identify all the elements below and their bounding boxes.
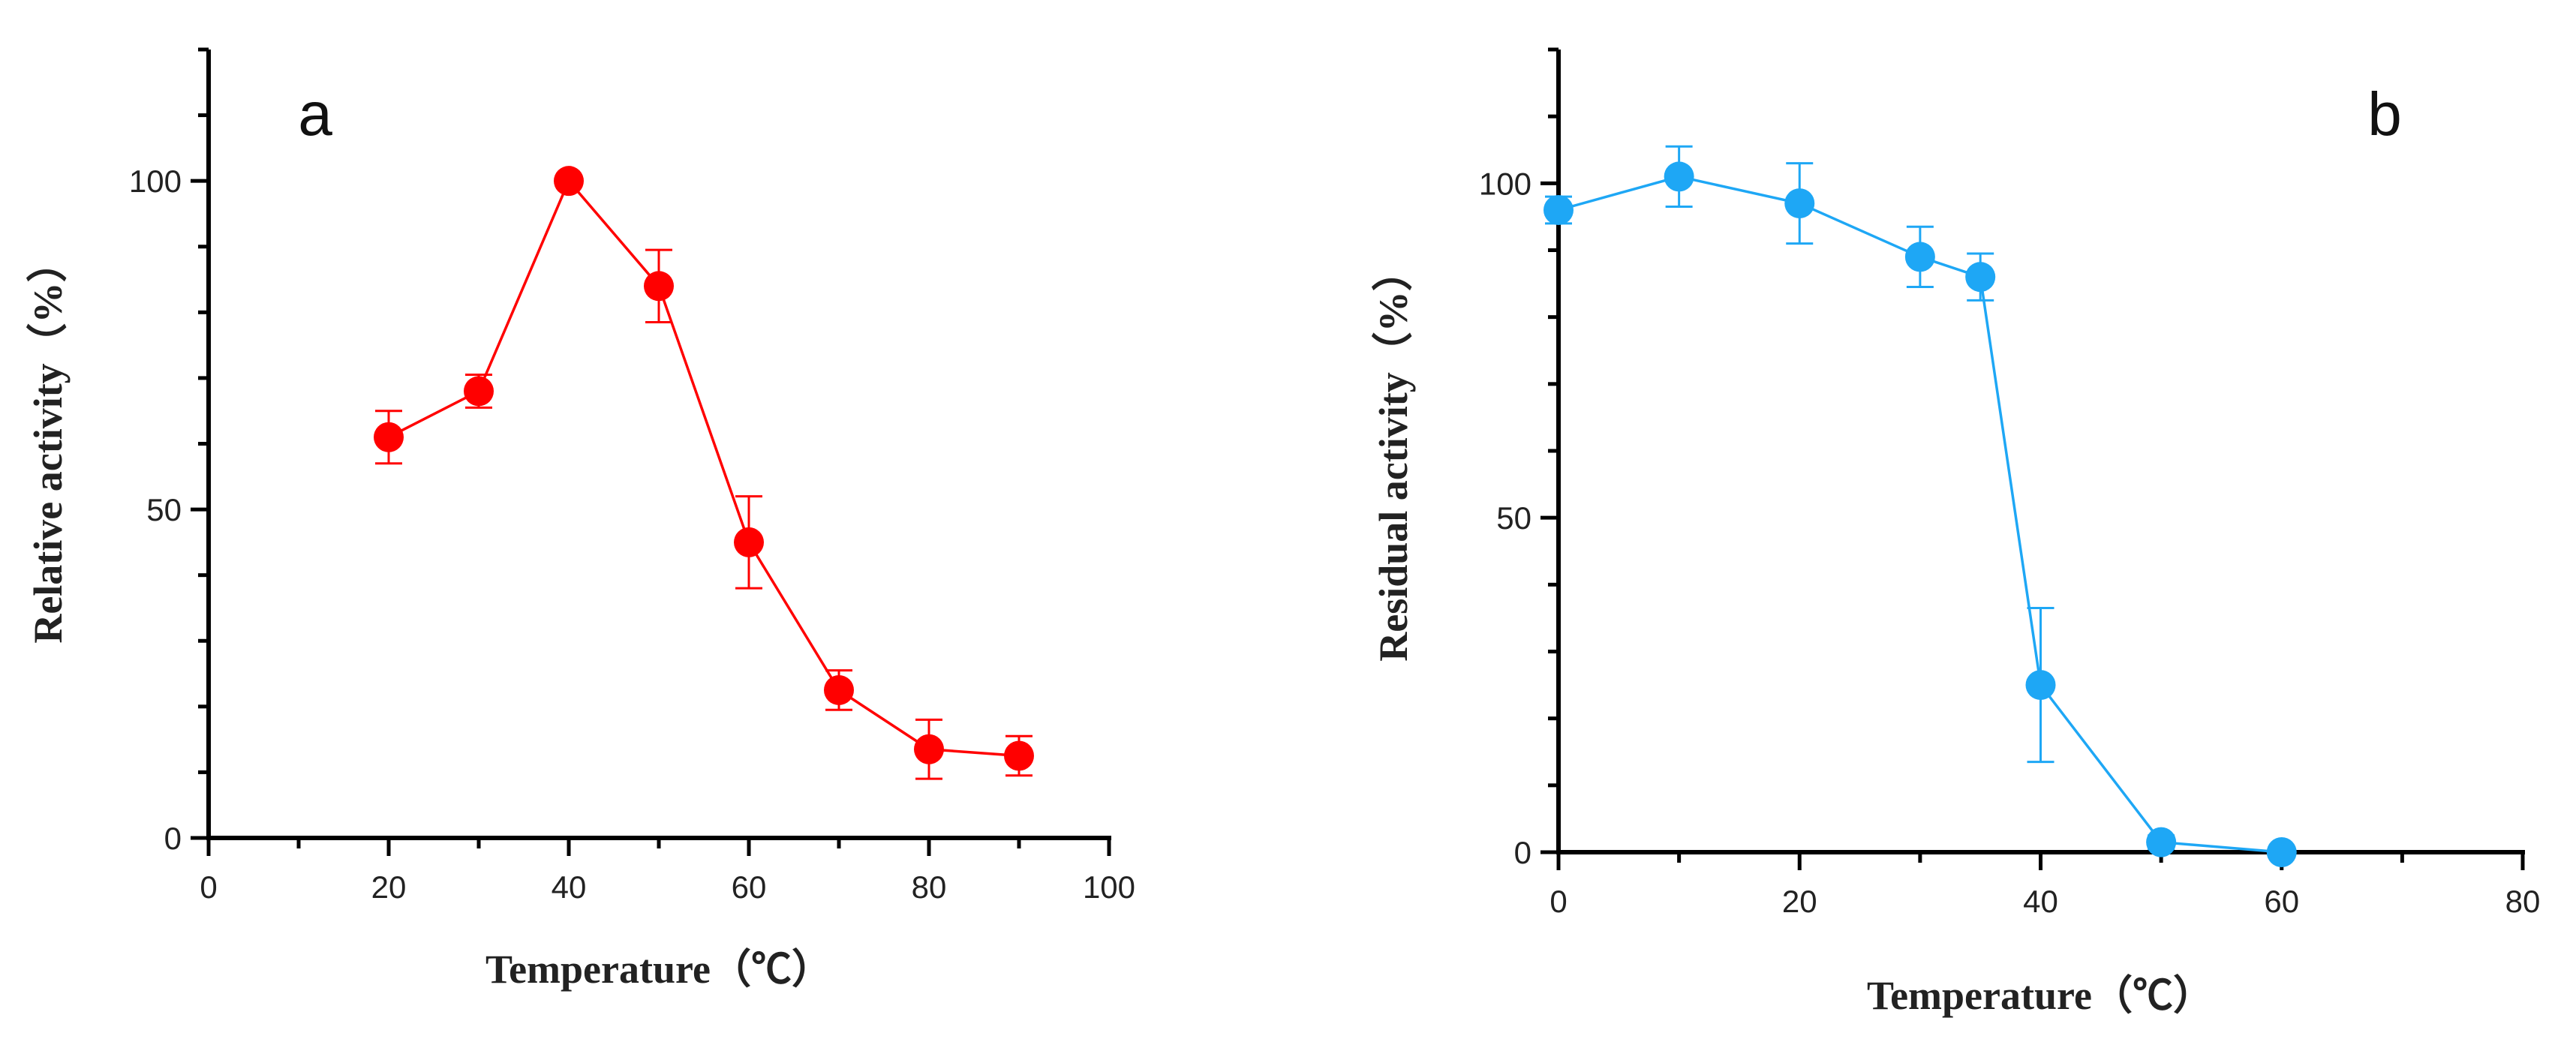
y-tick-label: 100 <box>129 164 182 199</box>
x-tick-label: 80 <box>912 869 947 905</box>
data-point <box>1784 188 1815 219</box>
y-axis-title: Residual activity（%） <box>1371 251 1416 662</box>
data-point <box>1965 262 1996 293</box>
data-point <box>2146 827 2177 857</box>
data-point <box>734 527 764 557</box>
y-tick-label: 100 <box>1479 166 1531 201</box>
data-point <box>1543 195 1574 225</box>
x-axis-title: Temperature（℃） <box>485 947 832 992</box>
y-tick-label: 50 <box>146 492 182 527</box>
data-point <box>1004 740 1034 771</box>
data-point <box>644 271 674 302</box>
x-tick-label: 60 <box>732 869 767 905</box>
data-point <box>824 674 854 705</box>
x-tick-label: 0 <box>1550 884 1567 919</box>
series-line <box>1558 175 2282 854</box>
data-point <box>2025 670 2056 701</box>
panel-letter: a <box>298 80 332 149</box>
chart-panel-b: 0 50 100 0 20 40 60 80 Temperature（℃） Residual ac… <box>1371 47 2541 1018</box>
y-tick-label: 0 <box>164 821 182 856</box>
data-point <box>1664 161 1694 192</box>
x-axis-title: Temperature（℃） <box>1867 973 2214 1018</box>
chart-panel-a: 0 50 100 0 20 40 60 80 100 Temperature（℃） Relative… <box>26 47 1135 992</box>
data-point <box>1904 242 1935 272</box>
y-tick-label: 0 <box>1514 835 1531 870</box>
x-tick-label: 0 <box>200 869 217 905</box>
data-point <box>2266 837 2297 867</box>
y-axis-title: Relative activity（%） <box>26 242 71 643</box>
data-point <box>914 734 944 764</box>
x-tick-label: 40 <box>2023 884 2058 919</box>
x-tick-label: 20 <box>371 869 407 905</box>
x-tick-label: 100 <box>1083 869 1135 905</box>
series-line <box>388 178 1020 758</box>
y-tick-label: 50 <box>1496 500 1531 536</box>
x-tick-label: 80 <box>2505 884 2541 919</box>
data-point <box>374 422 404 452</box>
x-tick-label: 60 <box>2264 884 2299 919</box>
x-tick-label: 20 <box>1782 884 1817 919</box>
data-point <box>554 166 584 197</box>
data-point <box>464 376 494 407</box>
x-tick-label: 40 <box>552 869 587 905</box>
panel-letter: b <box>2367 80 2402 149</box>
